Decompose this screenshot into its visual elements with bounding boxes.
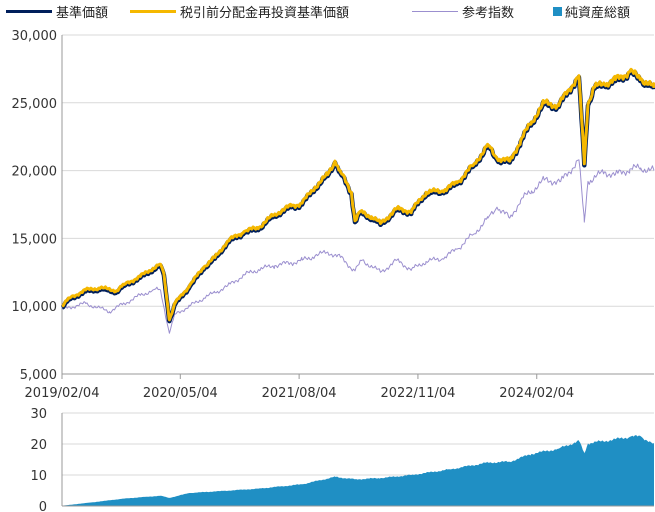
net-assets-chart: 0 10 20 30 <box>30 407 654 512</box>
legend-item-reference-index: 参考指数 <box>412 2 515 21</box>
legend-label-reference-index: 参考指数 <box>462 5 515 21</box>
x-tick-label: 2019/02/04 <box>25 386 100 400</box>
y-tick-label: 15,000 <box>12 232 58 247</box>
y-tick-label: 10,000 <box>12 300 58 315</box>
y-tick-label: 20 <box>30 438 47 453</box>
x-tick-label: 2024/02/04 <box>499 386 574 400</box>
y-tick-label: 25,000 <box>12 97 58 112</box>
x-tick-label: 2020/05/04 <box>143 386 218 400</box>
y-tick-label: 0 <box>39 500 47 512</box>
y-tick-label: 5,000 <box>20 368 57 383</box>
legend-item-nav: 基準価額 <box>6 2 109 21</box>
legend-item-net-assets: 純資産総額 <box>553 2 631 21</box>
legend-label-reinvested-nav: 税引前分配金再投資基準価額 <box>180 5 350 21</box>
legend-swatch-nav <box>6 9 52 13</box>
legend-swatch-reference-index <box>412 10 458 12</box>
legend-swatch-net-assets <box>553 6 562 16</box>
price-chart: 5,000 10,000 15,000 20,000 25,000 30,000 2019/… <box>12 29 655 400</box>
y-tick-label: 30,000 <box>12 29 58 44</box>
y-tick-label: 30 <box>30 407 47 422</box>
y-tick-label: 20,000 <box>12 165 58 180</box>
x-tick-label: 2022/11/04 <box>380 386 455 400</box>
nav-line <box>60 68 655 324</box>
x-tick-label: 2021/08/04 <box>262 386 337 400</box>
reference-index-line <box>61 159 655 334</box>
chart-legend: 基準価額 税引前分配金再投資基準価額 参考指数 純資産総額 <box>0 0 655 22</box>
reinvested-nav-line <box>61 67 655 322</box>
net-assets-area <box>62 435 654 506</box>
legend-item-reinvested-nav: 税引前分配金再投資基準価額 <box>130 2 350 21</box>
legend-label-net-assets: 純資産総額 <box>565 5 631 21</box>
legend-label-nav: 基準価額 <box>56 5 109 21</box>
legend-swatch-reinvested-nav <box>130 9 176 13</box>
y-tick-label: 10 <box>30 469 47 484</box>
